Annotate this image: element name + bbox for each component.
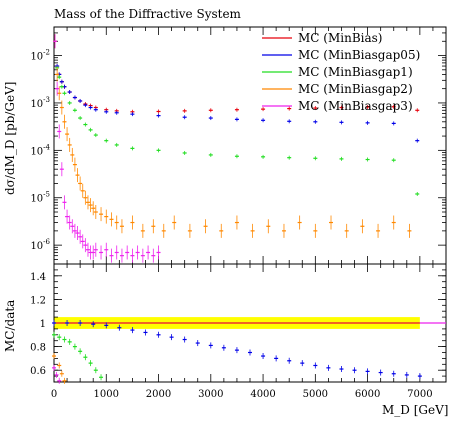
ratio-panel-series bbox=[52, 320, 446, 384]
main-panel-series bbox=[53, 34, 420, 263]
main-ytick-label: 10-4 bbox=[30, 143, 50, 157]
main-ylabel: dσ/dM_D [pb/GeV] bbox=[3, 82, 17, 195]
main-panel-x-ticks bbox=[53, 27, 447, 264]
main-series-3 bbox=[53, 39, 420, 196]
ratio-ytick-label: 0.8 bbox=[30, 343, 46, 354]
ratio-series-4 bbox=[52, 353, 67, 384]
ratio-xtick-label: 1000 bbox=[94, 389, 119, 400]
main-panel-frame bbox=[53, 26, 447, 265]
ratio-series-3 bbox=[52, 331, 104, 381]
main-ytick-label: 10-2 bbox=[30, 49, 50, 63]
xlabel: M_D [GeV] bbox=[382, 403, 448, 417]
legend-entry: MC (MinBiasgap2) bbox=[298, 82, 413, 96]
ratio-xtick-label: 3000 bbox=[198, 389, 223, 400]
legend: MC (MinBias) MC (MinBiasgap05) MC (MinBias… bbox=[262, 31, 420, 113]
chart-title: Mass of the Diffractive System bbox=[54, 7, 242, 21]
main-ytick-label: 10-3 bbox=[30, 96, 50, 110]
main-ytick-label: 10-5 bbox=[30, 191, 50, 205]
ratio-panel-x-ticks: 0 1000 2000 3000 4000 5000 6000 7000 bbox=[51, 264, 447, 400]
ratio-ylabel: MC/data bbox=[3, 300, 17, 352]
legend-entry: MC (MinBiasgap05) bbox=[298, 48, 420, 62]
ratio-ytick-label: 0.6 bbox=[30, 366, 46, 377]
legend-entry: MC (MinBiasgap1) bbox=[298, 65, 413, 79]
legend-entry: MC (MinBiasgap3) bbox=[298, 99, 413, 113]
main-series-4 bbox=[53, 34, 412, 238]
main-ytick-label: 10-6 bbox=[30, 238, 50, 252]
main-panel: 10-610-510-410-310-2 MC (MinBias)MC (Min… bbox=[30, 26, 447, 265]
ratio-series-2 bbox=[52, 320, 422, 380]
ratio-series-5 bbox=[52, 364, 62, 384]
ratio-ytick-label: 1 bbox=[40, 319, 46, 330]
legend-entry: MC (MinBias) bbox=[298, 31, 382, 45]
ratio-xtick-label: 0 bbox=[51, 389, 57, 400]
ratio-xtick-label: 2000 bbox=[146, 389, 171, 400]
ratio-xtick-label: 4000 bbox=[250, 389, 275, 400]
ratio-xtick-label: 6000 bbox=[355, 389, 380, 400]
ratio-ytick-label: 1.4 bbox=[30, 272, 46, 283]
ratio-ytick-label: 1.2 bbox=[30, 295, 46, 306]
ratio-panel: 0.6 0.8 1 1.2 1.4 0 1000 2000 3000 4000 5000 6000 7… bbox=[30, 263, 447, 400]
main-panel-y-ticks: 10-6 10-5 10-4 10-3 10-2 bbox=[30, 26, 446, 265]
ratio-xtick-label: 7000 bbox=[407, 389, 432, 400]
main-series-5 bbox=[53, 34, 161, 263]
ratio-xtick-label: 5000 bbox=[303, 389, 328, 400]
main-series-2 bbox=[53, 39, 420, 143]
